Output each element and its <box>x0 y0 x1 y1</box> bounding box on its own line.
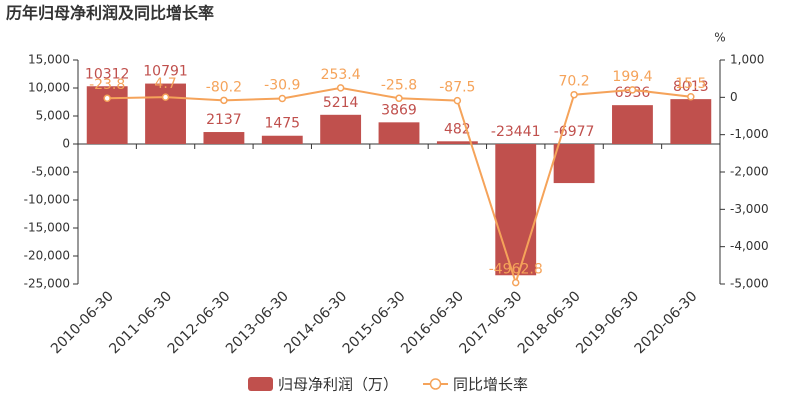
y-tick-label: -25,000 <box>24 277 70 291</box>
line-point <box>220 96 228 105</box>
y2-tick-label: 0 <box>730 90 738 104</box>
line-point <box>511 278 520 287</box>
line-value-label: 70.2 <box>559 74 590 90</box>
line-point <box>395 94 403 103</box>
line-point <box>628 86 637 94</box>
bar-value-label: 1475 <box>264 116 300 132</box>
bar-value-label: 2137 <box>206 112 242 128</box>
legend-item: 同比增长率 <box>423 376 528 394</box>
y2-tick-label: -5,000 <box>730 277 769 291</box>
legend-item: 归母净利润（万） <box>248 376 398 394</box>
bar <box>145 83 186 144</box>
bar <box>203 132 245 144</box>
y-tick-label: 10,000 <box>28 81 70 95</box>
y-tick-label: -20,000 <box>24 249 70 263</box>
y-tick-label: -15,000 <box>24 221 70 235</box>
line-value-label: -80.2 <box>206 79 242 95</box>
y-tick-label: -10,000 <box>24 193 70 207</box>
y2-tick-label: 1,000 <box>730 53 764 67</box>
bar-value-label: 8013 <box>673 79 709 95</box>
bar-value-label: 5214 <box>323 95 359 111</box>
bar <box>436 141 478 144</box>
line-value-label: -23.8 <box>89 77 125 93</box>
legend-swatch <box>248 377 273 391</box>
y2-axis-label: % <box>714 31 725 45</box>
line-point <box>336 84 345 92</box>
line-value-label: -4962.8 <box>489 262 543 278</box>
bar-value-label: 3869 <box>381 102 417 118</box>
y2-tick-label: -3,000 <box>730 202 769 216</box>
line-value-label: 253.4 <box>321 67 361 83</box>
line-value-label: 199.4 <box>612 69 652 85</box>
line-value-label: 15.5 <box>675 76 706 92</box>
y2-tick-label: -2,000 <box>730 165 769 179</box>
line-point <box>453 96 462 105</box>
y-tick-label: 5,000 <box>36 109 70 123</box>
bar <box>320 114 362 144</box>
chart-title: 历年归母净利润及同比增长率 <box>6 4 214 23</box>
bar-value-label: 10312 <box>85 66 130 82</box>
y2-tick-label: -4,000 <box>730 239 769 253</box>
legend-marker <box>429 378 442 390</box>
line-point <box>161 93 170 101</box>
line-point <box>687 93 695 101</box>
line-point <box>103 94 111 102</box>
line-point <box>278 94 287 103</box>
line-value-label: 4.7 <box>154 76 176 92</box>
line-point <box>570 90 578 99</box>
y-tick-label: 0 <box>62 137 70 151</box>
x-tick-label: 2020-06-30 <box>632 288 701 357</box>
bar-value-label: -23441 <box>491 124 541 140</box>
bar-value-label: 482 <box>444 121 471 137</box>
line-value-label: -87.5 <box>439 80 475 96</box>
legend-label: 同比增长率 <box>453 376 528 394</box>
bar <box>495 144 537 276</box>
y-tick-label: 15,000 <box>28 53 70 67</box>
line-value-label: -30.9 <box>264 77 300 93</box>
legend-label: 归母净利润（万） <box>278 376 398 394</box>
bar <box>612 105 653 144</box>
y2-tick-label: -1,000 <box>730 127 769 141</box>
bar <box>670 99 712 144</box>
bar <box>378 122 420 144</box>
y-tick-label: -5,000 <box>31 165 70 179</box>
line-value-label: -25.8 <box>381 77 417 93</box>
bar-value-label: 10791 <box>143 64 188 80</box>
bar <box>261 135 303 144</box>
bar <box>553 144 595 184</box>
